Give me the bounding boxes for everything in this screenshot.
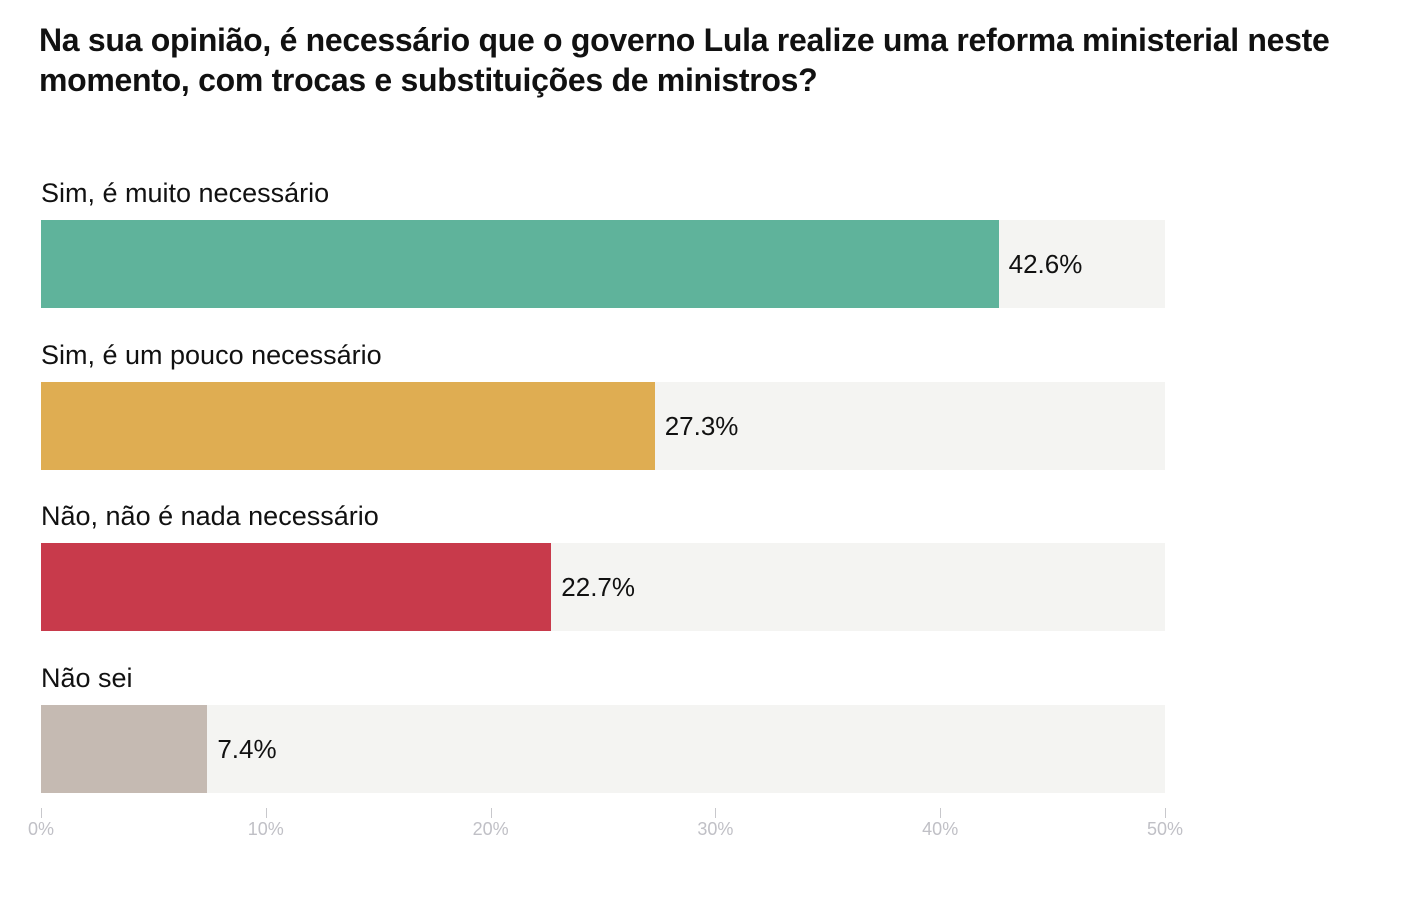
x-tick [490,808,492,818]
bar-track: 27.3% [41,381,1165,470]
x-tick-label: 10% [247,819,284,839]
bar [41,705,208,794]
x-tick [715,808,717,818]
x-tick [940,808,942,818]
value-label: 27.3% [664,410,739,441]
category-label: Não sei [41,663,133,694]
bar [41,381,655,470]
x-tick-label: 50% [1146,819,1184,839]
x-tick-label: 20% [472,819,509,839]
bar [41,543,552,632]
category-label: Sim, é um pouco necessário [41,339,382,370]
value-label: 7.4% [217,734,277,765]
bar-track: 7.4% [41,705,1165,794]
x-tick [41,808,42,818]
x-tick-label: 0% [27,819,55,839]
bar-track: 42.6% [41,220,1165,308]
category-label: Não, não é nada necessário [41,501,379,532]
bar [41,220,999,308]
category-label: Sim, é muito necessário [41,178,330,208]
x-tick-label: 30% [697,819,734,839]
x-tick [1165,808,1166,818]
x-tick-label: 40% [922,819,959,839]
x-tick [265,808,267,818]
bar-track: 22.7% [41,543,1165,632]
value-label: 22.7% [561,572,636,603]
chart-title: Na sua opinião, é necessário que o gover… [39,22,1330,98]
value-label: 42.6% [1008,249,1083,279]
